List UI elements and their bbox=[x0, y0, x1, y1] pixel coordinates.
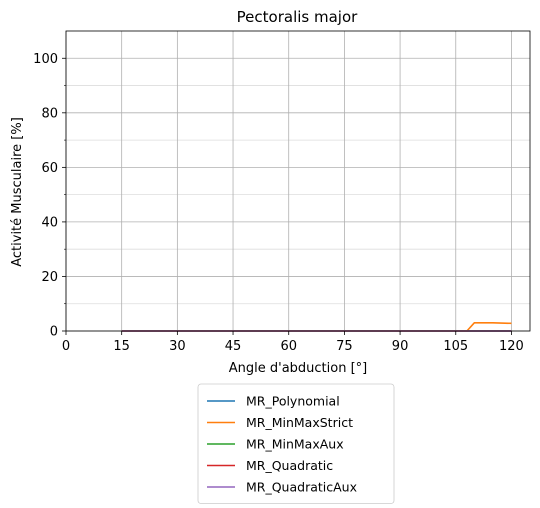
y-tick-label: 20 bbox=[41, 270, 58, 285]
series-line-mr-minmaxstrict bbox=[121, 322, 512, 332]
y-tick-label: 80 bbox=[41, 106, 58, 121]
x-tick-label: 120 bbox=[499, 339, 524, 354]
x-tick-label: 90 bbox=[392, 339, 409, 354]
y-tick-label: 100 bbox=[33, 52, 58, 67]
legend-label: MR_QuadraticAux bbox=[246, 480, 357, 495]
axis-ticks: 0 15 30 45 60 75 90 105 120 0 20 40 60 80 100 bbox=[33, 52, 524, 354]
grid bbox=[65, 31, 530, 332]
x-tick-label: 60 bbox=[280, 339, 297, 354]
series-lines bbox=[121, 322, 512, 332]
y-axis-label: Activité Musculaire [%] bbox=[10, 117, 25, 267]
chart-title: Pectoralis major bbox=[237, 8, 358, 26]
y-tick-label: 40 bbox=[41, 215, 58, 230]
x-tick-label: 45 bbox=[225, 339, 242, 354]
x-tick-label: 0 bbox=[62, 339, 70, 354]
legend: MR_Polynomial MR_MinMaxStrict MR_MinMaxAux… bbox=[197, 383, 395, 504]
x-axis-label: Angle d'abduction [°] bbox=[229, 361, 368, 376]
legend-label: MR_Polynomial bbox=[246, 394, 340, 409]
x-tick-label: 15 bbox=[113, 339, 130, 354]
x-tick-label: 105 bbox=[443, 339, 468, 354]
legend-label: MR_MinMaxStrict bbox=[246, 415, 353, 430]
y-tick-label: 60 bbox=[41, 161, 58, 176]
legend-label: MR_MinMaxAux bbox=[246, 437, 344, 452]
plot-frame bbox=[65, 30, 531, 332]
legend-box bbox=[197, 383, 395, 504]
y-tick-label: 0 bbox=[50, 325, 58, 340]
legend-label: MR_Quadratic bbox=[246, 458, 333, 473]
x-tick-label: 30 bbox=[169, 339, 186, 354]
x-tick-label: 75 bbox=[336, 339, 353, 354]
